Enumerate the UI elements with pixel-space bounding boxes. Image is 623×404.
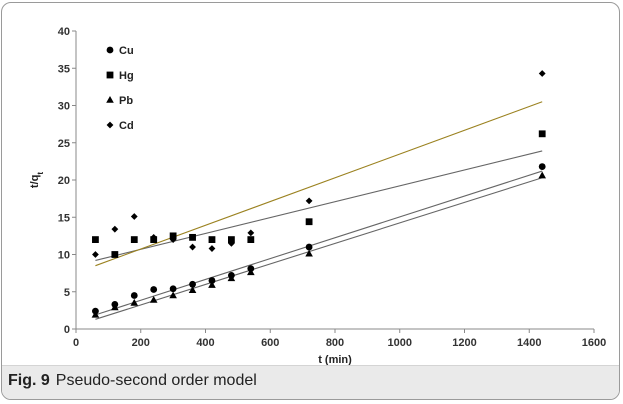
y-tick-label: 0: [64, 324, 70, 336]
x-tick-label: 800: [326, 337, 344, 349]
legend-marker-cd: [106, 121, 114, 129]
point-pb: [188, 286, 197, 294]
point-pb: [538, 171, 546, 179]
y-tick-label: 25: [58, 138, 70, 150]
point-cd: [538, 70, 546, 77]
figure-caption: Fig. 9 Pseudo-second order model: [8, 372, 257, 390]
legend-marker-pb: [106, 96, 114, 103]
point-hg: [228, 236, 235, 243]
point-hg: [305, 218, 313, 226]
point-hg: [247, 236, 255, 243]
fit-lines: [95, 101, 543, 320]
point-hg: [130, 236, 138, 243]
point-cd: [228, 239, 235, 247]
legend-label-hg: Hg: [119, 70, 134, 82]
x-tick-label: 600: [261, 337, 279, 349]
point-cd: [189, 243, 196, 251]
fit-line-cd: [95, 101, 543, 267]
point-cu: [150, 286, 158, 293]
point-cu: [305, 243, 313, 251]
x-tick-label: 1400: [517, 337, 541, 349]
point-pb: [208, 281, 216, 288]
y-tick-label: 35: [58, 63, 70, 75]
x-tick-label: 200: [132, 337, 150, 349]
y-axis-label: t/qt: [29, 172, 45, 188]
point-cd: [111, 225, 119, 233]
point-hg: [111, 251, 119, 258]
legend: Cu Hg Pb Cd: [106, 45, 134, 132]
point-hg: [92, 236, 99, 243]
point-hg: [169, 232, 177, 240]
y-tick-label: 40: [58, 26, 70, 38]
legend-marker-hg: [106, 71, 114, 79]
point-cd: [305, 197, 313, 205]
x-tick-label: 400: [196, 337, 214, 349]
caption-text: Pseudo-second order model: [55, 372, 257, 389]
point-hg: [189, 233, 196, 241]
point-cu: [169, 285, 177, 293]
point-cu: [189, 280, 196, 288]
point-cu: [538, 163, 546, 170]
x-tick-label: 1200: [452, 337, 476, 349]
point-hg: [208, 236, 216, 243]
legend-label-cd: Cd: [119, 120, 134, 132]
data-points: [91, 70, 546, 318]
point-cd: [150, 233, 158, 241]
y-tick-label: 30: [58, 101, 70, 113]
fit-line-cu: [95, 170, 543, 316]
y-tick-label: 20: [58, 175, 70, 187]
point-hg: [538, 130, 546, 138]
x-tick-label: 1000: [388, 337, 412, 349]
point-cd: [247, 229, 255, 237]
y-tick-label: 15: [58, 212, 70, 224]
point-pb: [91, 310, 100, 318]
point-cd: [130, 213, 138, 220]
point-pb: [149, 295, 158, 303]
x-axis-label: t (min): [318, 354, 352, 366]
point-cd: [208, 245, 216, 252]
legend-marker-cu: [106, 46, 114, 54]
legend-label-pb: Pb: [119, 95, 133, 107]
point-pb: [130, 298, 139, 306]
point-cu: [208, 277, 216, 284]
y-tick-label: 5: [64, 287, 70, 299]
point-pb: [247, 268, 255, 276]
fit-line-hg: [95, 150, 543, 261]
legend-label-cu: Cu: [119, 45, 134, 57]
point-cu: [130, 292, 138, 299]
point-cd: [92, 251, 99, 258]
y-tick-label: 10: [58, 250, 70, 262]
x-tick-label: 0: [73, 337, 79, 349]
fit-line-pb: [95, 177, 543, 320]
caption-bar: Fig. 9 Pseudo-second order model: [2, 365, 619, 399]
point-pb: [169, 291, 177, 299]
point-cd: [169, 236, 177, 243]
point-pb: [227, 274, 236, 282]
figure-frame: 0 5 10 15 20 25 30 35 40 0 200 400 600 800 1000 1200 140…: [1, 2, 620, 400]
point-pb: [305, 249, 313, 257]
x-tick-label: 1600: [582, 337, 606, 349]
caption-label: Fig. 9: [8, 372, 50, 389]
point-pb: [111, 303, 119, 311]
